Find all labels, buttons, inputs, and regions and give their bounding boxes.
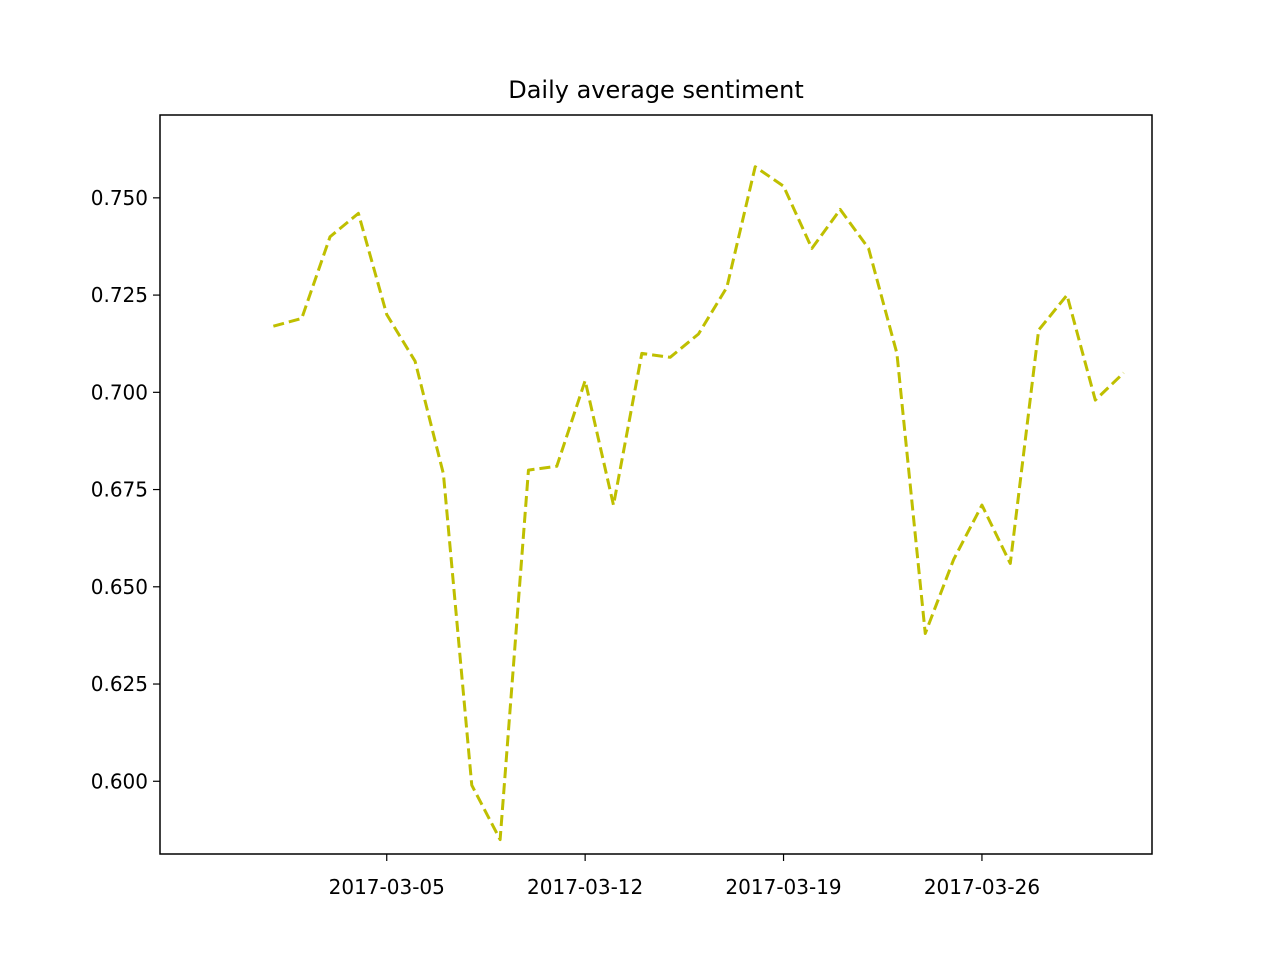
y-tick-label: 0.675 (91, 478, 148, 502)
plot-frame (159, 114, 1153, 855)
y-axis: 0.600 0.625 0.650 0.675 0.700 0.725 0.750 (91, 186, 160, 793)
y-tick-label: 0.725 (91, 283, 148, 307)
x-tick-label: 2017-03-19 (725, 875, 841, 899)
x-axis: 2017-03-05 2017-03-12 2017-03-19 2017-03-26 (329, 854, 1040, 899)
chart-title: Daily average sentiment (508, 76, 804, 104)
x-tick-label: 2017-03-12 (527, 875, 643, 899)
y-tick-label: 0.650 (91, 575, 148, 599)
y-tick-label: 0.700 (91, 380, 148, 404)
y-tick-label: 0.600 (91, 769, 148, 793)
y-tick-label: 0.750 (91, 186, 148, 210)
series-line (272, 165, 1125, 842)
x-tick-label: 2017-03-26 (924, 875, 1040, 899)
y-tick-label: 0.625 (91, 672, 148, 696)
x-tick-label: 2017-03-05 (329, 875, 445, 899)
